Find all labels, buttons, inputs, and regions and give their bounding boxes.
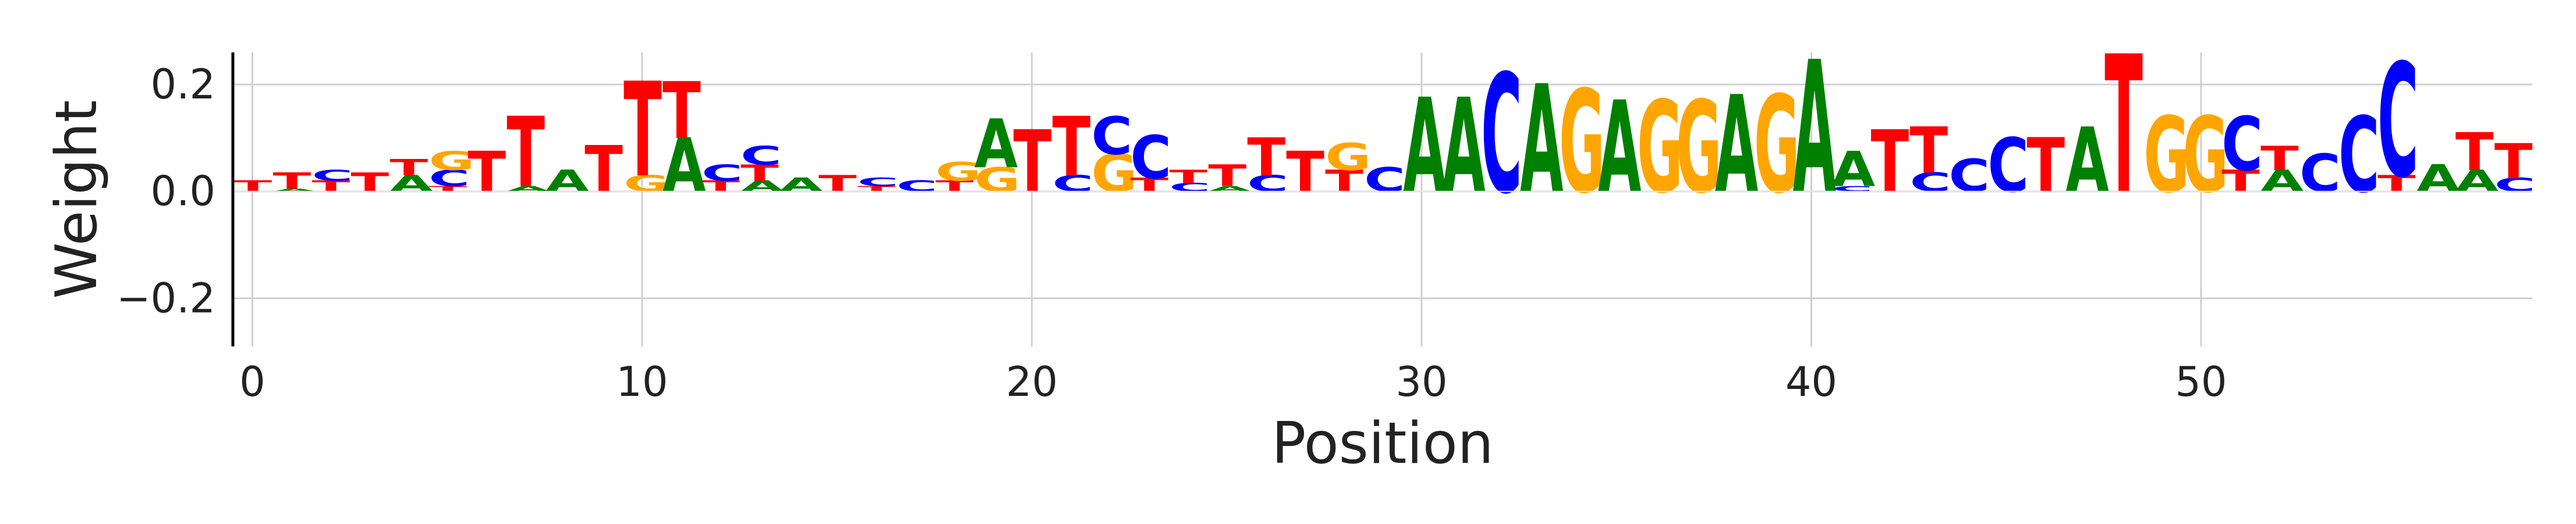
logo-letter-t: T: [389, 155, 428, 180]
logo-letter-t: T: [818, 171, 857, 197]
logo-letter-c: C: [428, 166, 470, 192]
logo-letter-g: G: [1754, 68, 1800, 223]
logo-letter-t: T: [936, 178, 974, 195]
logo-letter-a: A: [1715, 68, 1759, 223]
logo-letter-t: T: [740, 160, 779, 186]
logo-letter-g: G: [1559, 61, 1605, 225]
tick-labels: 0 10 20 30 40 50 −0.2 0.0 0.2: [116, 61, 2227, 406]
logo-letter-a: A: [389, 171, 433, 197]
x-tick-label: 0: [239, 358, 265, 406]
logo-letter-c: C: [1481, 40, 1522, 230]
logo-letter-c: C: [897, 178, 938, 195]
logo-letter-t: T: [623, 54, 662, 206]
logo-letter-g: G: [936, 157, 981, 187]
logo-letter-t: T: [234, 178, 272, 195]
logo-letter-t: T: [1871, 113, 1909, 212]
logo-letter-a: A: [1403, 70, 1447, 222]
logo-letter-c: C: [1247, 171, 1288, 197]
logo-letter-t: T: [467, 140, 506, 205]
logo-letter-c: C: [1948, 150, 1990, 202]
logo-letter-t: T: [312, 178, 350, 195]
logo-letter-t: T: [506, 96, 545, 208]
logo-letter-t: T: [1909, 115, 1948, 188]
logo-letter-a: A: [2260, 164, 2304, 199]
logo-letter-g: G: [1637, 74, 1683, 221]
logo-letter-t: T: [2260, 139, 2299, 178]
logo-letter-t: T: [1286, 140, 1324, 205]
x-tick-label: 30: [1395, 358, 1447, 406]
logo-letter-a: A: [740, 178, 784, 195]
logo-letter-t: T: [1053, 100, 1091, 195]
logo-letter-g: G: [428, 146, 474, 176]
logo-letter-g: G: [1676, 74, 1722, 221]
logo-letter-t: T: [2455, 122, 2494, 182]
logo-letter-a: A: [975, 105, 1018, 183]
logo-letter-a: A: [545, 164, 589, 199]
logo-letter-a: A: [1442, 70, 1486, 222]
y-tick-label: 0.0: [151, 168, 215, 215]
x-tick-label: 20: [1006, 358, 1058, 406]
logo-letter-g: G: [2182, 95, 2228, 216]
x-tick-label: 50: [2175, 358, 2227, 406]
logo-letter-a: A: [273, 188, 317, 192]
logo-letter-c: C: [1131, 123, 1172, 192]
logo-letter-a: A: [2416, 157, 2460, 200]
logo-letter-a: A: [2065, 109, 2109, 213]
logo-letter-c: C: [1092, 106, 1133, 167]
logo-letter-g: G: [1092, 143, 1138, 204]
logo-letter-c: C: [858, 176, 899, 189]
y-tick-label: 0.2: [151, 61, 215, 108]
logo-letter-g: G: [2143, 95, 2189, 216]
logo-letter-t: T: [1208, 159, 1246, 194]
x-tick-label: 40: [1785, 358, 1837, 406]
logo-letter-a: A: [1520, 54, 1564, 226]
logo-letter-t: T: [1325, 164, 1363, 199]
logo-letter-g: G: [623, 171, 669, 197]
logo-letter-c: C: [2377, 31, 2419, 213]
logo-letter-c: C: [1987, 122, 2029, 209]
logo-letter-a: A: [2455, 164, 2499, 199]
axes: [231, 52, 2532, 346]
logo-letter-g: G: [975, 160, 1021, 199]
logo-letter-t: T: [2026, 122, 2065, 209]
logo-letter-c: C: [1909, 167, 1951, 197]
logo-letter-a: A: [1832, 142, 1876, 198]
logo-letter-c: C: [1364, 160, 1405, 199]
logo-letter-t: T: [701, 178, 740, 195]
logo-letter-c: C: [701, 160, 743, 186]
logo-letter-a: A: [662, 122, 706, 209]
logo-letter-c: C: [312, 167, 353, 185]
logo-letter-t: T: [2377, 171, 2416, 197]
logo-letter-c: C: [740, 140, 782, 171]
logo-letter-t: T: [2494, 134, 2533, 190]
logo-letter-a: A: [1793, 22, 1837, 235]
logo-letter-t: T: [662, 66, 701, 157]
logo-letter-c: C: [2494, 174, 2536, 196]
logo-letter-c: C: [2221, 101, 2263, 188]
logo-letter-t: T: [273, 168, 311, 194]
logo-letter-t: T: [351, 167, 389, 197]
y-axis-title: Weight: [44, 100, 110, 299]
y-tick-label: −0.2: [116, 274, 215, 322]
logo-letter-t: T: [584, 133, 623, 207]
logo-letter-t: T: [1131, 174, 1169, 196]
logo-letter-t: T: [2104, 15, 2143, 236]
logo-letter-t: T: [1169, 166, 1207, 187]
logo-letter-c: C: [1053, 171, 1094, 197]
logo-letter-c: C: [2299, 143, 2341, 204]
logo-letter-t: T: [1247, 128, 1285, 188]
logo-letter-t: T: [1014, 113, 1052, 212]
logo-letter-g: G: [1325, 136, 1371, 179]
x-tick-label: 10: [616, 358, 668, 406]
logo-letter-c: C: [2338, 95, 2380, 216]
logo-letter-a: A: [1598, 74, 1642, 221]
x-axis-title: Position: [1271, 410, 1494, 477]
logo-letter-a: A: [779, 174, 823, 196]
logo-letter-t: T: [2221, 164, 2260, 199]
